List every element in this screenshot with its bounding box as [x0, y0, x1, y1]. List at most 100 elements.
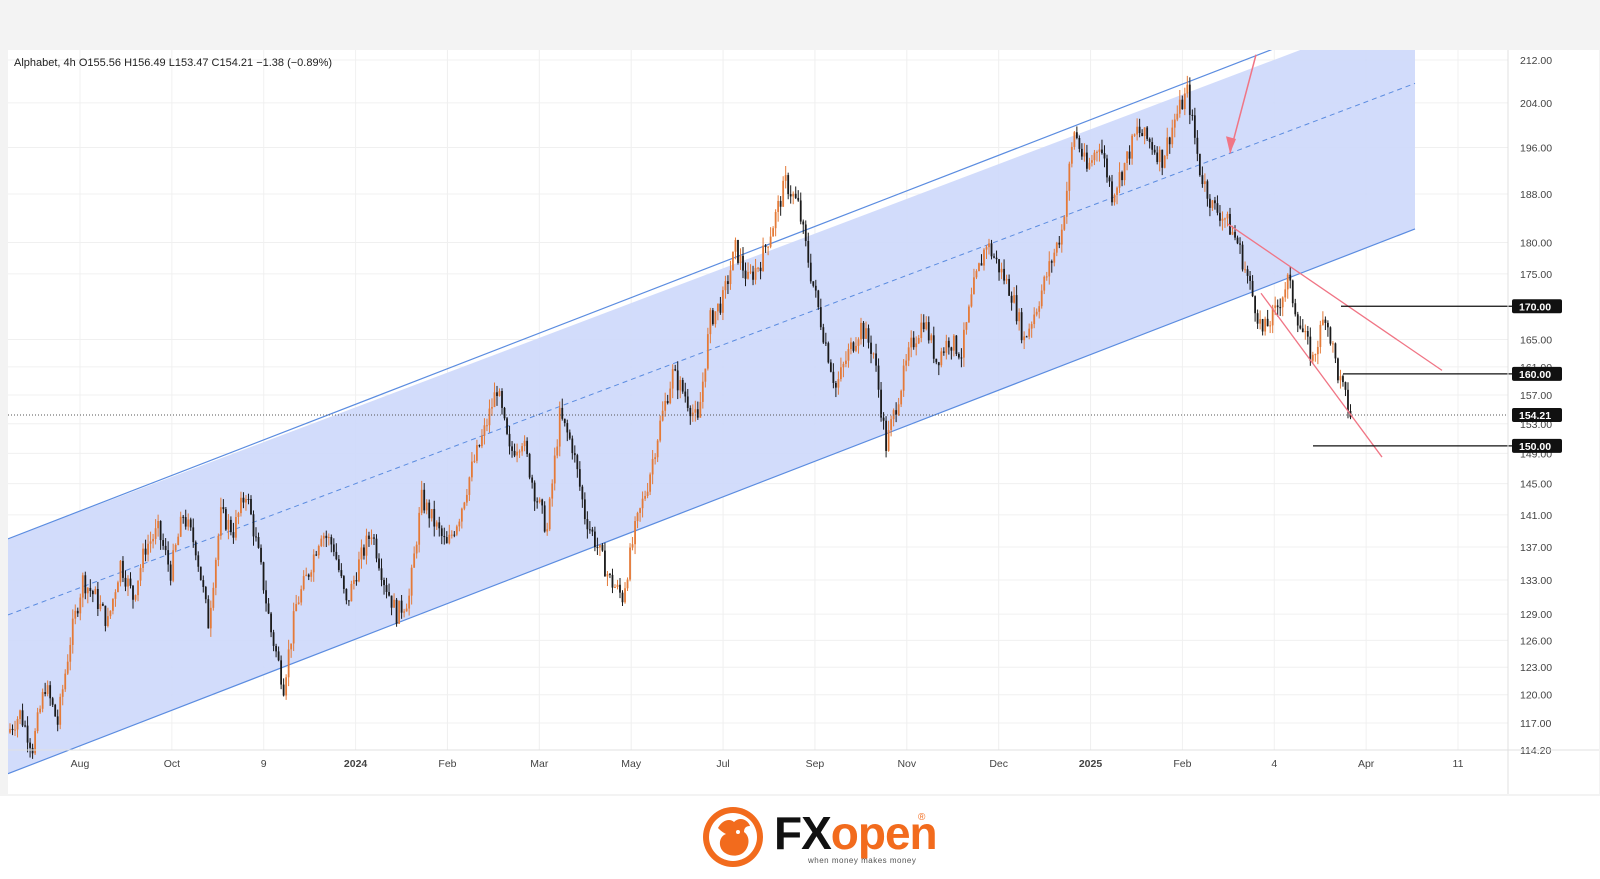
candle-body — [1291, 280, 1294, 304]
candle-body — [727, 281, 729, 285]
price-axis-tick: 137.00 — [1520, 542, 1552, 554]
candle-body — [1153, 149, 1156, 153]
candle-body — [508, 433, 511, 447]
candle-body — [277, 651, 280, 661]
time-axis-tick: Mar — [530, 758, 549, 770]
candle-body — [182, 516, 185, 518]
candle-body — [822, 327, 825, 343]
candle-body — [1306, 331, 1309, 337]
candle-body — [124, 577, 127, 587]
candle-body — [827, 343, 830, 363]
candle-body — [624, 588, 626, 603]
candle-body — [732, 251, 734, 271]
candle-body — [842, 363, 845, 368]
candle-body — [473, 460, 476, 462]
candle-body — [24, 725, 26, 727]
candle-body — [297, 602, 300, 605]
candle-body — [481, 435, 483, 447]
registered-mark: ® — [918, 812, 926, 823]
candle-body — [1158, 149, 1161, 163]
candle-body — [403, 611, 406, 613]
candle-body — [347, 600, 350, 602]
candle-body — [1193, 115, 1196, 138]
candle-body — [644, 495, 647, 499]
candle-body — [759, 267, 762, 272]
candle-body — [634, 521, 636, 545]
chart-panel[interactable]: 114.20 117.00 120.00 123.00 126.00 129.00 133.… — [8, 50, 1599, 794]
candle-body — [817, 290, 820, 308]
candle-body — [902, 365, 905, 391]
candle-body — [46, 685, 49, 694]
candle-body — [104, 605, 107, 626]
candle-body — [320, 538, 323, 547]
candle-body — [1279, 307, 1282, 309]
time-axis-tick: 2024 — [344, 758, 368, 770]
candle-body — [1304, 331, 1307, 333]
candle-body — [142, 548, 144, 568]
candle-body — [604, 550, 606, 577]
candle-body — [232, 532, 235, 538]
candle-body — [217, 535, 220, 560]
candle-body — [257, 537, 260, 548]
label-170: 170.00 — [1519, 301, 1551, 313]
candle-body — [990, 243, 993, 257]
candle-body — [245, 498, 247, 503]
candle-body — [671, 369, 674, 389]
candle-body — [1316, 346, 1319, 355]
fxopen-logo[interactable]: FXopen ® when money makes money — [700, 804, 940, 872]
candle-body — [1296, 314, 1299, 326]
candle-body — [1033, 314, 1036, 325]
time-axis-tick: Oct — [164, 758, 180, 770]
candle-body — [1171, 127, 1174, 145]
candle-body — [167, 550, 170, 565]
candle-body — [1055, 242, 1058, 253]
candle-body — [1261, 319, 1264, 332]
candle-body — [317, 546, 320, 556]
candle-body — [448, 534, 451, 544]
candle-body — [1138, 126, 1141, 134]
candle-body — [1040, 290, 1043, 307]
candle-body — [162, 540, 165, 546]
candle-body — [709, 310, 712, 335]
candle-body — [847, 349, 850, 361]
candle-body — [651, 459, 654, 475]
brand-tagline: when money makes money — [808, 856, 917, 865]
candle-body — [706, 334, 709, 369]
candle-body — [51, 698, 54, 705]
candle-body — [734, 239, 737, 252]
candle-body — [1183, 93, 1186, 110]
peak-arrow — [1229, 54, 1257, 154]
candle-body — [1186, 84, 1189, 94]
price-chart[interactable]: 114.20 117.00 120.00 123.00 126.00 129.00 133.… — [8, 50, 1599, 794]
candle-body — [1103, 153, 1106, 159]
label-last-price: 154.21 — [1519, 410, 1551, 422]
candle-body — [897, 404, 900, 415]
candle-body — [1332, 343, 1334, 345]
candle-body — [378, 558, 380, 569]
candle-body — [91, 591, 94, 595]
candle-body — [1136, 126, 1139, 135]
candle-body — [576, 455, 579, 470]
candle-body — [370, 537, 373, 539]
candle-body — [927, 322, 930, 341]
candle-body — [428, 502, 431, 519]
candle-body — [1143, 127, 1146, 137]
candle-body — [1319, 324, 1322, 347]
downtrend-upper-line — [1227, 223, 1443, 371]
label-150-box — [1512, 438, 1562, 453]
candle-body — [342, 576, 345, 589]
candle-body — [310, 572, 313, 577]
candle-body — [1113, 194, 1116, 203]
candle-body — [345, 588, 348, 601]
price-axis-tick: 129.00 — [1520, 609, 1552, 621]
candle-body — [716, 303, 719, 312]
candle-body — [460, 508, 463, 522]
candle-body — [152, 538, 154, 542]
candle-body — [1121, 172, 1123, 181]
candle-body — [1249, 275, 1251, 281]
candle-body — [219, 507, 222, 536]
candle-body — [503, 407, 506, 419]
candle-body — [513, 450, 516, 456]
candle-body — [877, 365, 880, 390]
candle-body — [1301, 328, 1304, 333]
